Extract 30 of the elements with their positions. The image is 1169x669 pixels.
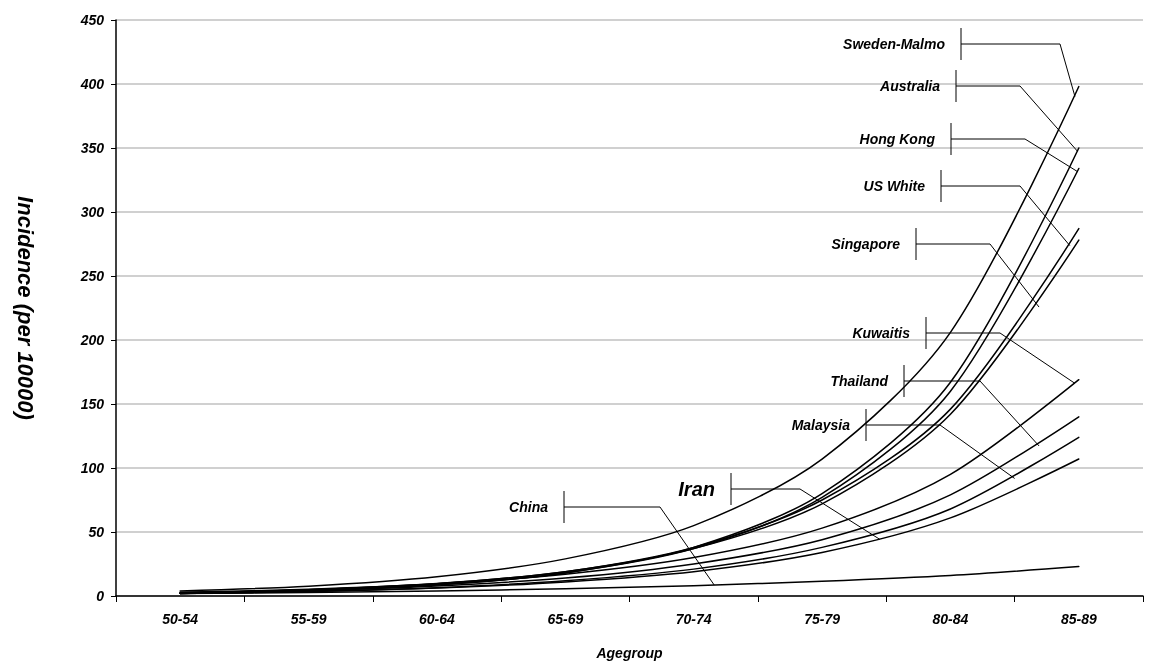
- legend-label: Australia: [879, 78, 941, 94]
- legend-label: China: [509, 499, 549, 515]
- y-tick-label: 50: [88, 524, 105, 540]
- legend-label: Singapore: [831, 236, 901, 252]
- x-tick-label: 70-74: [675, 611, 712, 627]
- legend-label: Hong Kong: [859, 131, 936, 147]
- y-tick-label: 450: [79, 12, 105, 28]
- x-tick-label: 60-64: [419, 611, 456, 627]
- y-tick-label: 300: [80, 204, 105, 220]
- x-axis-title: Agegroup: [595, 645, 663, 661]
- legend-label: Kuwaitis: [852, 325, 911, 341]
- x-tick-label: 80-84: [932, 611, 969, 627]
- y-tick-label: 350: [80, 140, 105, 156]
- legend-label: US White: [863, 178, 926, 194]
- y-axis-title: Incidence (per 10000): [12, 196, 38, 420]
- legend-label: Sweden-Malmo: [843, 36, 946, 52]
- x-tick-label: 50-54: [162, 611, 199, 627]
- y-tick-label: 250: [79, 268, 105, 284]
- legend-label: Malaysia: [791, 417, 851, 433]
- x-tick-label: 65-69: [547, 611, 584, 627]
- x-tick-label: 85-89: [1060, 611, 1097, 627]
- y-tick-label: 150: [80, 396, 105, 412]
- x-tick-label: 75-79: [804, 611, 841, 627]
- y-tick-label: 100: [80, 460, 105, 476]
- y-tick-label: 0: [96, 588, 105, 604]
- legend-label: Thailand: [830, 373, 889, 389]
- x-tick-label: 55-59: [290, 611, 327, 627]
- legend-label: Iran: [678, 478, 715, 500]
- y-tick-label: 400: [79, 76, 105, 92]
- y-tick-label: 200: [79, 332, 105, 348]
